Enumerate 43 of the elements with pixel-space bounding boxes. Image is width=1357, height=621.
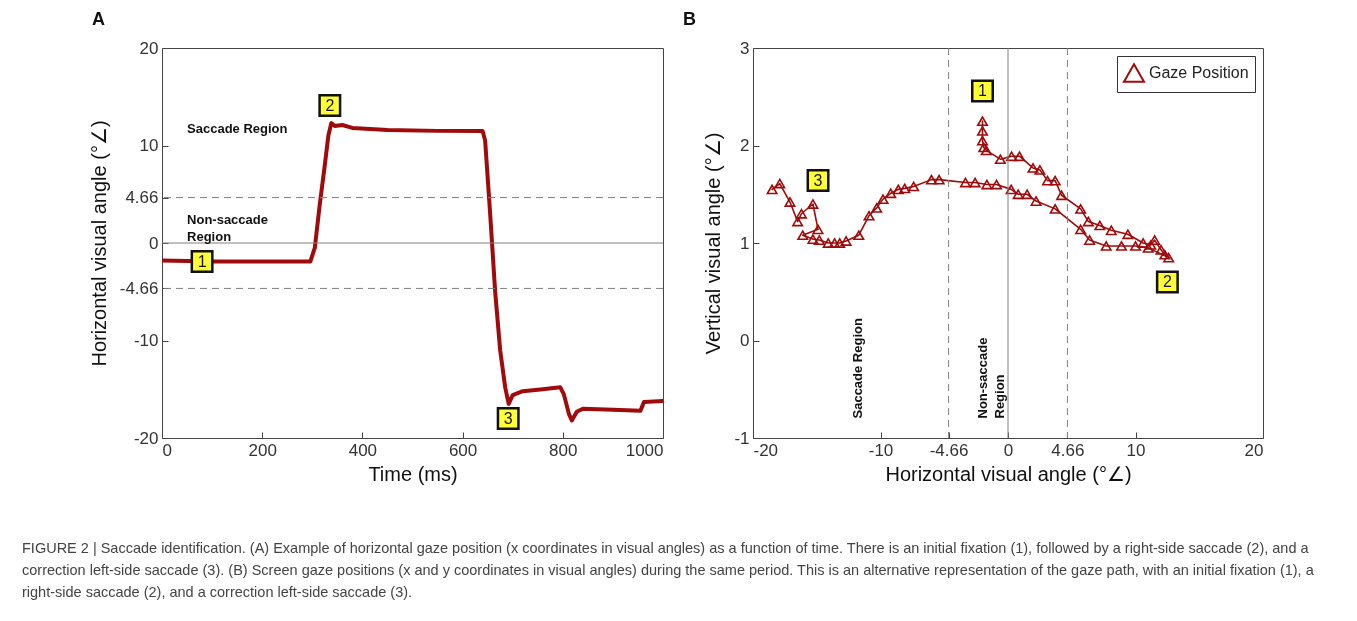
chart-title: A bbox=[92, 9, 105, 29]
x-tick-label: 0 bbox=[1003, 440, 1014, 460]
annotation: Non-saccade Region bbox=[975, 337, 1008, 419]
y-tick-label: 10 bbox=[139, 136, 159, 155]
x-tick-label: 0 bbox=[162, 440, 172, 460]
x-tick-label: 10 bbox=[1126, 440, 1146, 460]
x-tick-label: 20 bbox=[1244, 440, 1264, 460]
annotation: Non-saccade Region bbox=[187, 211, 268, 244]
y-tick-label: 2 bbox=[740, 136, 750, 155]
annotation: 3 bbox=[813, 171, 823, 189]
y-tick-label: 0 bbox=[149, 233, 159, 253]
x-tick-label: -4.66 bbox=[929, 440, 969, 460]
x-tick-label: 400 bbox=[348, 440, 378, 460]
y-tick-label: -1 bbox=[734, 428, 750, 448]
chart-title: B bbox=[683, 9, 696, 29]
x-tick-label: 600 bbox=[448, 440, 478, 460]
y-tick-label: 20 bbox=[139, 38, 159, 58]
y-tick-label: -10 bbox=[133, 331, 159, 350]
annotation: 1 bbox=[978, 81, 988, 99]
legend-label: Gaze Position bbox=[1149, 64, 1249, 81]
y-axis-title: Vertical visual angle (°∠) bbox=[702, 132, 725, 355]
y-tick-label: -4.66 bbox=[119, 278, 159, 298]
x-axis-title: Horizontal visual angle (°∠) bbox=[885, 462, 1132, 485]
x-tick-label: 4.66 bbox=[1051, 440, 1085, 460]
y-axis-title: Horizontal visual angle (°∠) bbox=[87, 120, 110, 367]
y-tick-label: 3 bbox=[740, 38, 750, 58]
line-series bbox=[162, 121, 663, 423]
annotation: 1 bbox=[197, 252, 207, 270]
annotation: 2 bbox=[1162, 273, 1172, 290]
y-tick-label: 1 bbox=[740, 233, 750, 253]
annotation: 2 bbox=[325, 96, 335, 114]
x-tick-label: 200 bbox=[248, 440, 277, 460]
x-tick-label: 800 bbox=[549, 440, 578, 460]
x-axis-title: Time (ms) bbox=[368, 462, 458, 485]
x-tick-label: 1000 bbox=[625, 440, 664, 460]
y-tick-label: 4.66 bbox=[125, 188, 159, 208]
annotation: Saccade Region bbox=[187, 120, 288, 136]
y-tick-label: 0 bbox=[740, 331, 750, 350]
annotation: Saccade Region bbox=[850, 318, 866, 419]
x-tick-label: -10 bbox=[868, 440, 894, 460]
x-tick-label: -20 bbox=[753, 440, 779, 460]
annotation: 3 bbox=[503, 409, 513, 427]
caption: FIGURE 2 | Saccade identification. (A) Example of horizontal gaze position (x coordinates in visual angles) as a function of time. There is an initial fixation (1), followed by a right-side saccade (2), and a correction left-side saccade (3). (B) Screen gaze positions (x and y coordinates in visual angles) during the same period. This is an alternative representation of the gaze path, with an initial fixation (1), a right-side saccade (2), and a correction left-side saccade (3). bbox=[22, 539, 1315, 602]
